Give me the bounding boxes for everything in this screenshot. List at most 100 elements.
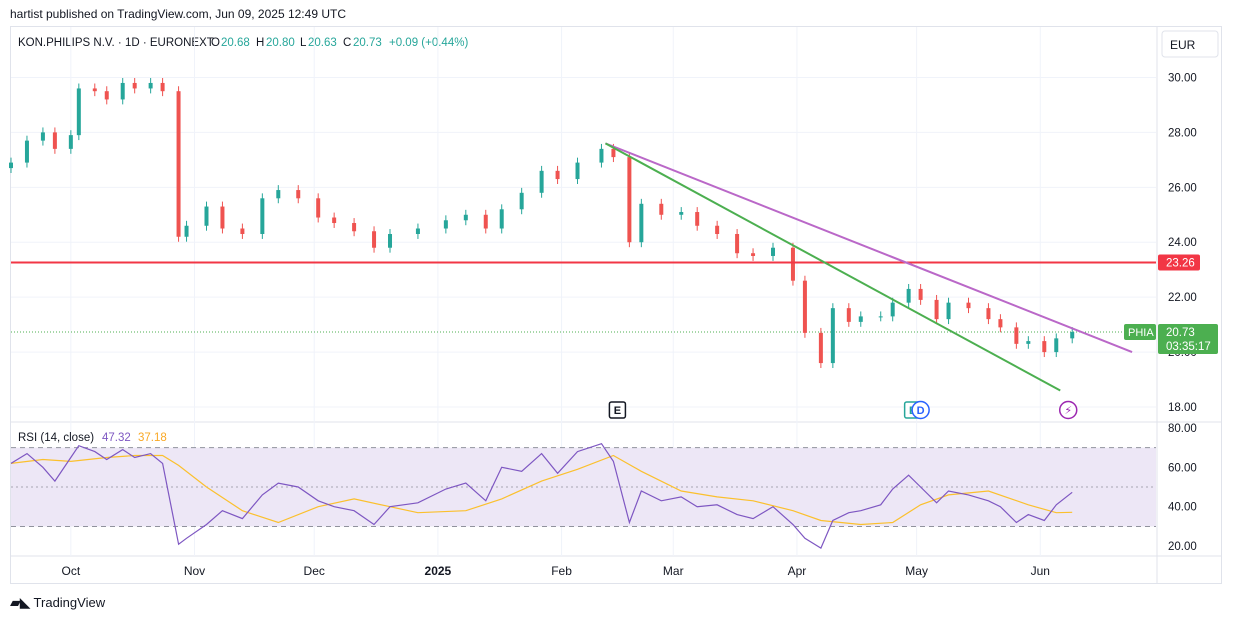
candle-body [715, 225, 720, 234]
candle-body [52, 132, 57, 149]
candle-body [1054, 338, 1059, 353]
candle-body [519, 192, 524, 210]
candle-body [878, 316, 883, 318]
tradingview-brand: TradingView [33, 595, 106, 610]
rsi-legend-ma: 37.18 [138, 432, 167, 444]
candle-body [415, 228, 420, 234]
candle-body [388, 234, 393, 248]
rsi-tick-label: 80.00 [1168, 423, 1197, 435]
candle-body [818, 332, 823, 364]
candle-body [204, 206, 209, 226]
earnings-icon [608, 401, 627, 419]
time-tick-label: 2025 [425, 564, 452, 578]
candle-body [184, 225, 189, 237]
candle-body [986, 308, 991, 320]
candle-body [659, 203, 664, 215]
candle-body [176, 91, 181, 237]
candle-body [1070, 332, 1075, 339]
candles [9, 78, 1075, 369]
chart-frame [10, 26, 1222, 584]
legend-l-label: L [300, 37, 307, 49]
legend-c-label: C [343, 37, 351, 49]
candle-body [276, 190, 281, 199]
candle-body [483, 214, 488, 229]
dividend-icon [911, 400, 930, 420]
candle-body [934, 299, 939, 320]
candle-body [790, 247, 795, 281]
rsi-band [11, 447, 1156, 527]
bar-countdown: 03:35:17 [1166, 341, 1211, 353]
currency-button[interactable] [1161, 30, 1219, 58]
legend-l-value: 20.63 [308, 37, 337, 49]
legend-change: +0.09 (+0.44%) [389, 37, 468, 49]
last-price-text: 20.73 [1166, 327, 1195, 339]
candle-body [24, 140, 29, 163]
rsi-tick-label: 40.00 [1168, 502, 1197, 514]
time-tick-label: Nov [184, 564, 205, 578]
tradingview-logo-icon: ▰◣ [10, 594, 31, 610]
legend-h-label: H [256, 37, 264, 49]
time-tick-label: Oct [62, 564, 81, 578]
legend-c-value: 20.73 [353, 37, 382, 49]
legend-o-label: O [211, 37, 220, 49]
price-tick-label: 24.00 [1168, 237, 1197, 249]
candle-body [575, 162, 580, 180]
rsi-axis: 80.00 60.00 40.00 20.00 [1168, 423, 1197, 553]
price-tick-label: 18.00 [1168, 402, 1197, 414]
legend-o-value: 20.68 [221, 37, 250, 49]
price-tick-label: 22.00 [1168, 292, 1197, 304]
event-marker-letter: D [917, 405, 925, 417]
candle-body [599, 148, 604, 163]
candle-body [639, 203, 644, 243]
rsi-tick-label: 20.00 [1168, 541, 1197, 553]
legend-symbol: KON.PHILIPS N.V. · 1D · EURONEXT [18, 37, 214, 49]
candle-body [120, 82, 125, 100]
rsi-line [10, 442, 1073, 549]
candle-body [906, 288, 911, 303]
time-tick-label: Dec [304, 564, 325, 578]
candle-body [40, 132, 45, 141]
time-tick-label: Apr [788, 564, 807, 578]
resistance-price-label [1158, 254, 1200, 271]
event-marker-letter: E [614, 405, 621, 417]
candle-body [611, 148, 616, 158]
candle-body [695, 212, 700, 226]
candle-body [76, 88, 81, 136]
candle-body [555, 170, 560, 180]
lower-trendline[interactable] [604, 142, 1061, 392]
upper-trendline[interactable] [605, 142, 1133, 354]
rsi-tick-label: 60.00 [1168, 462, 1197, 474]
time-tick-label: May [905, 564, 928, 578]
candle-body [296, 190, 301, 199]
candle-body [858, 316, 863, 322]
candle-body [132, 82, 137, 89]
candle-body [1014, 327, 1019, 344]
candle-body [463, 214, 468, 221]
candle-body [966, 302, 971, 309]
rsi-ma-line [10, 454, 1073, 526]
publish-attribution: hartist published on TradingView.com, Ju… [10, 7, 346, 21]
time-tick-label: Feb [551, 564, 572, 578]
last-price-label [1158, 324, 1218, 355]
candle-body [220, 206, 225, 229]
ticker-tag [1124, 324, 1156, 341]
price-tick-label: 26.00 [1168, 182, 1197, 194]
ticker-text: PHIA [1128, 327, 1154, 339]
candle-body [846, 308, 851, 322]
candle-body [148, 82, 153, 89]
time-tick-label: Mar [663, 564, 684, 578]
rsi-legend-value: 47.32 [102, 432, 131, 444]
candle-body [352, 223, 357, 232]
price-tick-label: 30.00 [1168, 72, 1197, 84]
event-marker-letter: ⚡ [1064, 405, 1072, 417]
candle-body [92, 88, 97, 92]
currency-label: EUR [1170, 38, 1196, 52]
tradingview-logo[interactable]: ▰◣ TradingView [10, 594, 105, 611]
candle-body [771, 247, 776, 256]
candle-body [240, 228, 245, 234]
candle-body [372, 231, 377, 248]
candle-body [316, 198, 321, 218]
candle-body [679, 212, 684, 215]
